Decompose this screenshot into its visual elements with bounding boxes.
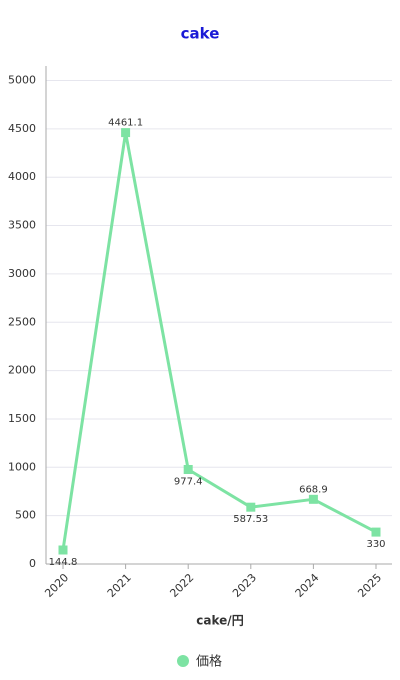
marker [183,464,193,474]
legend-swatch [177,655,189,667]
x-tick-label: 2024 [293,571,322,600]
x-tick-label: 2020 [42,571,71,600]
y-tick-label: 4500 [8,122,36,135]
x-tick-label: 2023 [230,571,259,600]
y-tick-label: 3000 [8,267,36,280]
data-label: 330 [366,539,385,550]
y-tick-label: 1000 [8,460,36,473]
data-label: 587.53 [233,514,268,525]
x-tick-label: 2025 [355,571,384,600]
marker [308,494,318,504]
y-tick-label: 2500 [8,315,36,328]
line [61,131,377,551]
y-tick-label: 4000 [8,170,36,183]
chart-title: cake [181,25,220,43]
legend-label: 価格 [196,654,222,670]
data-label: 4461.1 [108,118,143,129]
marker [371,527,381,537]
y-tick-label: 500 [15,509,36,522]
marker [58,545,68,555]
data-label: 668.9 [299,484,328,495]
data-label: 977.4 [174,476,203,487]
y-tick-label: 5000 [8,74,36,87]
x-tick-label: 2021 [105,571,134,600]
y-tick-label: 2000 [8,364,36,377]
y-tick-label: 0 [29,557,36,570]
marker [121,128,131,138]
y-tick-label: 1500 [8,412,36,425]
y-tick-label: 3500 [8,219,36,232]
x-tick-label: 2022 [167,571,196,600]
data-label: 144.8 [49,557,78,568]
marker [246,502,256,512]
x-axis-label: cake/円 [196,614,243,628]
